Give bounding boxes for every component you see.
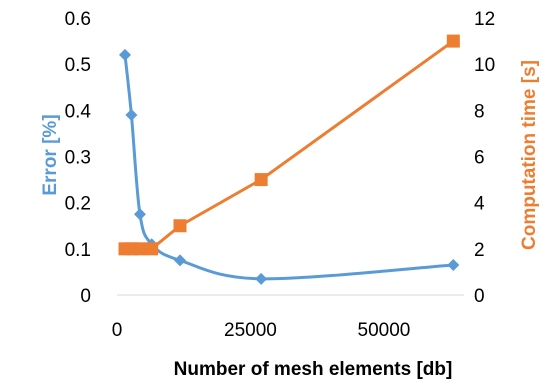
data-point-diamond [133, 208, 146, 221]
y-right-tick-label: 10 [474, 55, 495, 76]
data-point-square [133, 242, 147, 256]
series-line-left [123, 54, 454, 281]
chart-series [118, 34, 460, 285]
x-axis-title: Number of mesh elements [db] [174, 359, 453, 380]
series-line-right [125, 39, 455, 251]
y-right-tick-label: 2 [474, 240, 485, 261]
y-left-tick-label: 0 [80, 286, 91, 307]
y-left-tick-label: 0.6 [65, 9, 91, 30]
data-point-diamond [173, 254, 186, 267]
y-axis-left-title: Error [%] [40, 114, 61, 195]
y-left-tick-label: 0.5 [65, 55, 91, 76]
data-point-diamond [447, 258, 460, 271]
y-right-tick-label: 8 [474, 101, 485, 122]
data-point-diamond [119, 48, 132, 61]
data-point-square [173, 219, 187, 233]
y-right-tick-label: 6 [474, 148, 485, 169]
y-right-tick-label: 12 [474, 9, 495, 30]
x-tick-label: 50000 [358, 320, 411, 341]
chart-ticks: 0 25000 50000 0 0.1 0.2 0.3 0.4 0.5 0.6 0 2 4 6 8 10 12 [65, 9, 496, 341]
data-point-square [446, 34, 460, 48]
x-tick-label: 0 [112, 320, 123, 341]
data-point-square [145, 242, 159, 256]
data-point-diamond [255, 272, 268, 285]
y-left-tick-label: 0.3 [65, 148, 91, 169]
y-left-tick-label: 0.1 [65, 240, 91, 261]
y-left-tick-label: 0.4 [65, 101, 92, 122]
y-right-tick-label: 0 [474, 286, 485, 307]
x-tick-label: 25000 [224, 320, 277, 341]
data-point-diamond [125, 108, 138, 121]
data-point-square [254, 173, 268, 187]
y-left-tick-label: 0.2 [65, 194, 91, 215]
y-axis-right-title: Computation time [s] [519, 60, 540, 250]
y-right-tick-label: 4 [474, 194, 485, 215]
